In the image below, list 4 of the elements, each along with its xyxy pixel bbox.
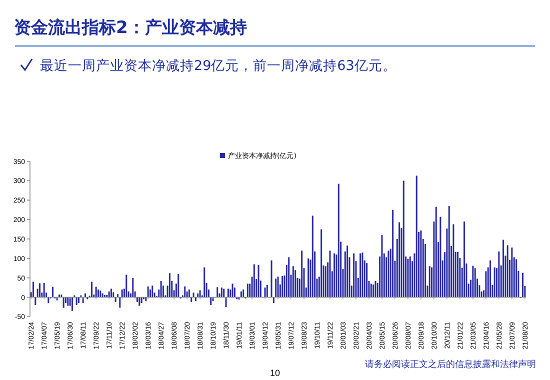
chart-subtitle: 最近一周产业资本净减持29亿元，前一周净减持63亿元。 [40,58,396,74]
text: 请务必阅读正文之后的信息披露和法律声明 [365,359,536,370]
text: 10 [270,368,280,378]
chart-title: 资金流出指标2：产业资本减持 [14,18,247,38]
